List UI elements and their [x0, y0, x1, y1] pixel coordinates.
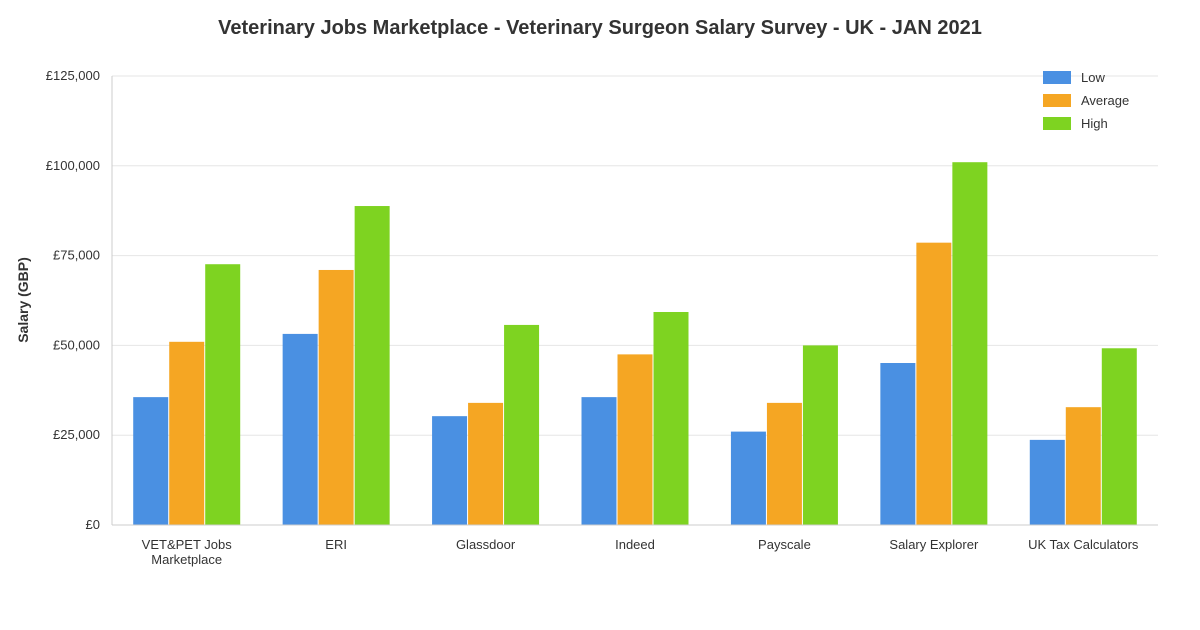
y-tick-label: £100,000 [46, 158, 100, 173]
bar-low [432, 416, 468, 525]
axes [111, 76, 1158, 526]
bar-high [205, 264, 241, 525]
y-axis-label: Salary (GBP) [15, 257, 31, 343]
bar-high [354, 206, 390, 525]
x-tick-label: ERI [325, 537, 347, 552]
y-tick-label: £125,000 [46, 68, 100, 83]
bar-average [1065, 407, 1101, 525]
chart-title: Veterinary Jobs Marketplace - Veterinary… [218, 17, 982, 39]
bar-low [880, 363, 916, 525]
x-tick-label: Indeed [615, 537, 655, 552]
legend-label-average: Average [1081, 93, 1129, 108]
y-tick-labels: £0 £25,000 £50,000 £75,000 £100,000 £125,000 [46, 68, 100, 532]
bar-average [617, 354, 653, 525]
bar-average [468, 402, 504, 525]
x-tick-label: Payscale [758, 537, 811, 552]
bar-high [952, 162, 988, 525]
bar-average [169, 341, 205, 525]
y-tick-label: £25,000 [53, 427, 100, 442]
bar-high [653, 311, 689, 525]
legend-swatch-high [1043, 117, 1071, 130]
bar-average [916, 242, 952, 525]
bar-low [282, 333, 318, 525]
x-tick-label-line: Salary Explorer [889, 537, 979, 552]
x-tick-label: UK Tax Calculators [1028, 537, 1139, 552]
x-tick-label-line: Marketplace [151, 552, 222, 567]
bar-high [1101, 348, 1137, 525]
x-tick-label: Glassdoor [456, 537, 516, 552]
x-tick-label-line: VET&PET Jobs [142, 537, 233, 552]
x-tick-label-line: ERI [325, 537, 347, 552]
legend-label-high: High [1081, 116, 1108, 131]
legend-swatch-low [1043, 71, 1071, 84]
x-tick-label-line: Glassdoor [456, 537, 516, 552]
legend-swatch-average [1043, 94, 1071, 107]
y-tick-label: £50,000 [53, 337, 100, 352]
bar-low [581, 397, 617, 525]
y-tick-label: £0 [86, 517, 100, 532]
x-tick-labels: VET&PET Jobs Marketplace ERI Glassdoor Indee… [142, 537, 1139, 567]
legend-label-low: Low [1081, 70, 1105, 85]
bar-low [133, 397, 169, 525]
legend: Low Average High [1043, 70, 1129, 131]
bar-average [318, 269, 354, 525]
bar-low [1029, 439, 1065, 525]
x-tick-label-line: Payscale [758, 537, 811, 552]
y-tick-label: £75,000 [53, 248, 100, 263]
bar-high [802, 345, 838, 525]
bar-low [730, 431, 766, 525]
bar-high [504, 324, 540, 525]
x-tick-label-line: Indeed [615, 537, 655, 552]
x-tick-label-line: UK Tax Calculators [1028, 537, 1139, 552]
x-tick-label: VET&PET Jobs Marketplace [142, 537, 233, 567]
bars [133, 162, 1137, 525]
bar-average [766, 402, 802, 525]
x-tick-label: Salary Explorer [889, 537, 979, 552]
